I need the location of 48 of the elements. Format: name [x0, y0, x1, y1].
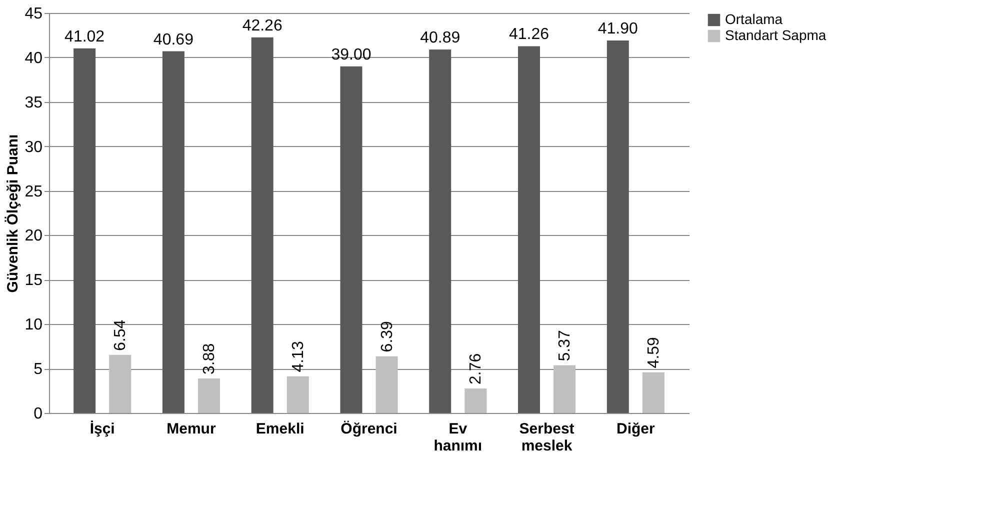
bar — [554, 365, 576, 413]
y-tick-label: 0 — [34, 406, 43, 422]
y-tick-label: 10 — [24, 316, 43, 334]
bar — [74, 48, 96, 413]
bar — [642, 372, 664, 413]
data-label: 41.02 — [64, 28, 105, 46]
data-label: 3.88 — [201, 343, 218, 375]
x-tick-label: İşçi — [90, 420, 115, 438]
y-tick-label: 15 — [24, 272, 43, 290]
y-tick-label: 45 — [24, 6, 43, 22]
data-label: 5.37 — [556, 330, 574, 362]
data-label: 4.13 — [290, 341, 307, 372]
bar — [109, 354, 132, 413]
y-tick-label: 25 — [24, 183, 43, 200]
data-label: 4.59 — [645, 336, 662, 368]
data-label: 6.39 — [378, 320, 396, 352]
bar — [429, 50, 452, 413]
bar — [606, 40, 629, 413]
legend-label: Standart Sapma — [725, 27, 826, 43]
x-tick-label: Memur — [166, 420, 216, 438]
x-tick-label: Serbest meslek — [519, 420, 574, 454]
data-label: 40.89 — [420, 30, 460, 47]
bar — [376, 356, 398, 413]
data-label: 2.76 — [468, 353, 485, 384]
bar — [464, 388, 487, 413]
data-label: 41.26 — [508, 26, 550, 44]
y-tick-label: 20 — [24, 228, 43, 245]
x-tick-label: Emekli — [256, 420, 304, 438]
y-tick-label: 35 — [24, 94, 43, 112]
bar — [286, 376, 309, 413]
bar — [251, 37, 274, 413]
y-axis-title: Güvenlik Ölçeği Puanı — [4, 134, 22, 293]
bar — [198, 378, 220, 413]
x-tick-label: Ev hanımı — [434, 420, 482, 454]
x-tick-label: Öğrenci — [340, 420, 398, 438]
bar — [340, 66, 362, 413]
data-label: 40.69 — [153, 31, 194, 48]
data-label: 39.00 — [331, 46, 372, 64]
bar — [162, 51, 184, 413]
bar — [518, 46, 540, 413]
y-tick-label: 30 — [24, 138, 43, 156]
data-label: 42.26 — [242, 17, 282, 34]
x-tick-label: Diğer — [616, 420, 655, 438]
legend-label: Ortalama — [725, 11, 783, 27]
y-tick-label: 5 — [34, 361, 43, 378]
y-tick-label: 40 — [24, 50, 43, 67]
data-label: 6.54 — [112, 320, 130, 351]
data-label: 41.90 — [598, 20, 638, 38]
